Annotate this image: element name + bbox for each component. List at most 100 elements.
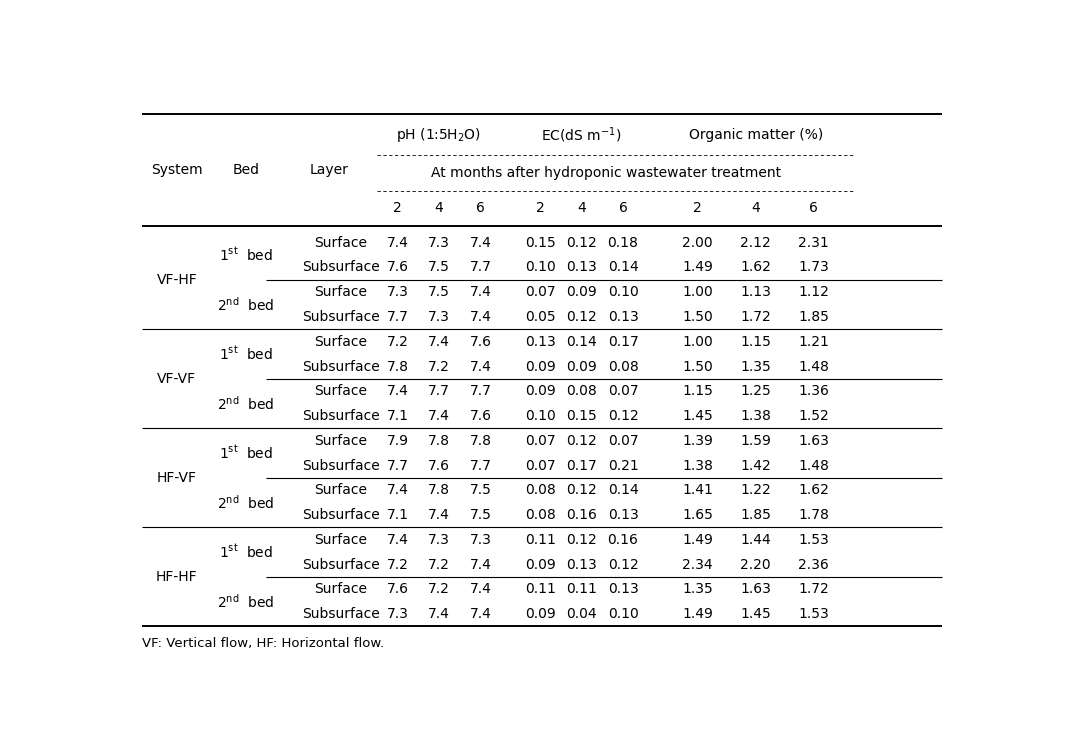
- Text: 0.15: 0.15: [524, 236, 555, 250]
- Text: 7.1: 7.1: [386, 409, 409, 423]
- Text: 0.09: 0.09: [566, 359, 597, 373]
- Text: Surface: Surface: [315, 384, 368, 398]
- Text: 7.4: 7.4: [470, 359, 491, 373]
- Text: 1.21: 1.21: [798, 335, 829, 349]
- Text: 7.3: 7.3: [386, 285, 409, 299]
- Text: 1.15: 1.15: [683, 384, 713, 398]
- Text: 1.49: 1.49: [683, 607, 713, 621]
- Text: 1.62: 1.62: [798, 483, 829, 497]
- Text: 7.4: 7.4: [470, 607, 491, 621]
- Text: VF-HF: VF-HF: [156, 273, 197, 287]
- Text: HF-VF: HF-VF: [157, 471, 197, 485]
- Text: 1.49: 1.49: [683, 533, 713, 547]
- Text: 1.78: 1.78: [798, 508, 829, 522]
- Text: 7.1: 7.1: [386, 508, 409, 522]
- Text: At months after hydroponic wastewater treatment: At months after hydroponic wastewater tr…: [430, 166, 781, 180]
- Text: 7.7: 7.7: [386, 310, 409, 324]
- Text: Surface: Surface: [315, 236, 368, 250]
- Text: Surface: Surface: [315, 434, 368, 448]
- Text: Surface: Surface: [315, 483, 368, 497]
- Text: 0.13: 0.13: [608, 310, 639, 324]
- Text: 1.85: 1.85: [740, 508, 771, 522]
- Text: 0.10: 0.10: [524, 409, 555, 423]
- Text: 6: 6: [618, 201, 627, 215]
- Text: 2.12: 2.12: [740, 236, 771, 250]
- Text: 0.08: 0.08: [524, 508, 555, 522]
- Text: 7.2: 7.2: [386, 335, 409, 349]
- Text: 1.72: 1.72: [740, 310, 771, 324]
- Text: 7.4: 7.4: [386, 236, 409, 250]
- Text: 2.20: 2.20: [740, 557, 771, 571]
- Text: Subsurface: Subsurface: [302, 607, 380, 621]
- Text: EC(dS m$^{-1}$): EC(dS m$^{-1}$): [541, 125, 622, 145]
- Text: 1.35: 1.35: [683, 582, 713, 596]
- Text: 2: 2: [393, 201, 402, 215]
- Text: 7.4: 7.4: [386, 533, 409, 547]
- Text: 0.12: 0.12: [566, 483, 597, 497]
- Text: 0.09: 0.09: [524, 384, 555, 398]
- Text: 0.10: 0.10: [608, 285, 639, 299]
- Text: 1.63: 1.63: [798, 434, 829, 448]
- Text: 1.73: 1.73: [798, 261, 829, 274]
- Text: 0.12: 0.12: [566, 236, 597, 250]
- Text: Subsurface: Subsurface: [302, 409, 380, 423]
- Text: 1.38: 1.38: [740, 409, 771, 423]
- Text: 1.50: 1.50: [683, 310, 713, 324]
- Text: 0.09: 0.09: [524, 557, 555, 571]
- Text: 0.12: 0.12: [566, 310, 597, 324]
- Text: 7.2: 7.2: [428, 582, 449, 596]
- Text: 1.50: 1.50: [683, 359, 713, 373]
- Text: 7.3: 7.3: [386, 607, 409, 621]
- Text: 2$^{\mathrm{nd}}$  bed: 2$^{\mathrm{nd}}$ bed: [217, 593, 274, 610]
- Text: 7.3: 7.3: [428, 533, 449, 547]
- Text: 1.39: 1.39: [683, 434, 713, 448]
- Text: Subsurface: Subsurface: [302, 261, 380, 274]
- Text: 7.2: 7.2: [386, 557, 409, 571]
- Text: Surface: Surface: [315, 335, 368, 349]
- Text: 0.07: 0.07: [608, 434, 639, 448]
- Text: 7.8: 7.8: [386, 359, 409, 373]
- Text: 1.63: 1.63: [740, 582, 771, 596]
- Text: 0.11: 0.11: [524, 533, 555, 547]
- Text: 4: 4: [434, 201, 443, 215]
- Text: 0.08: 0.08: [524, 483, 555, 497]
- Text: 1.62: 1.62: [740, 261, 771, 274]
- Text: 7.7: 7.7: [428, 384, 449, 398]
- Text: 7.4: 7.4: [470, 557, 491, 571]
- Text: 7.4: 7.4: [386, 483, 409, 497]
- Text: 7.7: 7.7: [386, 458, 409, 472]
- Text: 0.10: 0.10: [524, 261, 555, 274]
- Text: 0.12: 0.12: [566, 533, 597, 547]
- Text: 1.72: 1.72: [798, 582, 829, 596]
- Text: 0.15: 0.15: [566, 409, 597, 423]
- Text: pH (1:5H$_2$O): pH (1:5H$_2$O): [396, 126, 482, 144]
- Text: Surface: Surface: [315, 533, 368, 547]
- Text: 1.36: 1.36: [798, 384, 829, 398]
- Text: 0.07: 0.07: [524, 458, 555, 472]
- Text: 7.4: 7.4: [470, 582, 491, 596]
- Text: 0.08: 0.08: [566, 384, 597, 398]
- Text: 0.13: 0.13: [608, 582, 639, 596]
- Text: 2: 2: [693, 201, 702, 215]
- Text: 7.3: 7.3: [470, 533, 491, 547]
- Text: 0.11: 0.11: [566, 582, 597, 596]
- Text: 1.48: 1.48: [798, 458, 829, 472]
- Text: 0.05: 0.05: [524, 310, 555, 324]
- Text: 0.12: 0.12: [566, 434, 597, 448]
- Text: 2.00: 2.00: [683, 236, 713, 250]
- Text: 7.8: 7.8: [428, 483, 449, 497]
- Text: 0.13: 0.13: [566, 261, 597, 274]
- Text: 1.41: 1.41: [683, 483, 713, 497]
- Text: 6: 6: [476, 201, 485, 215]
- Text: 7.3: 7.3: [428, 310, 449, 324]
- Text: Surface: Surface: [315, 285, 368, 299]
- Text: 0.16: 0.16: [566, 508, 597, 522]
- Text: 7.5: 7.5: [470, 508, 491, 522]
- Text: 0.07: 0.07: [524, 434, 555, 448]
- Text: 1.42: 1.42: [740, 458, 771, 472]
- Text: 2.36: 2.36: [798, 557, 829, 571]
- Text: 2: 2: [536, 201, 545, 215]
- Text: 7.4: 7.4: [386, 384, 409, 398]
- Text: 7.5: 7.5: [428, 261, 449, 274]
- Text: 1.15: 1.15: [740, 335, 771, 349]
